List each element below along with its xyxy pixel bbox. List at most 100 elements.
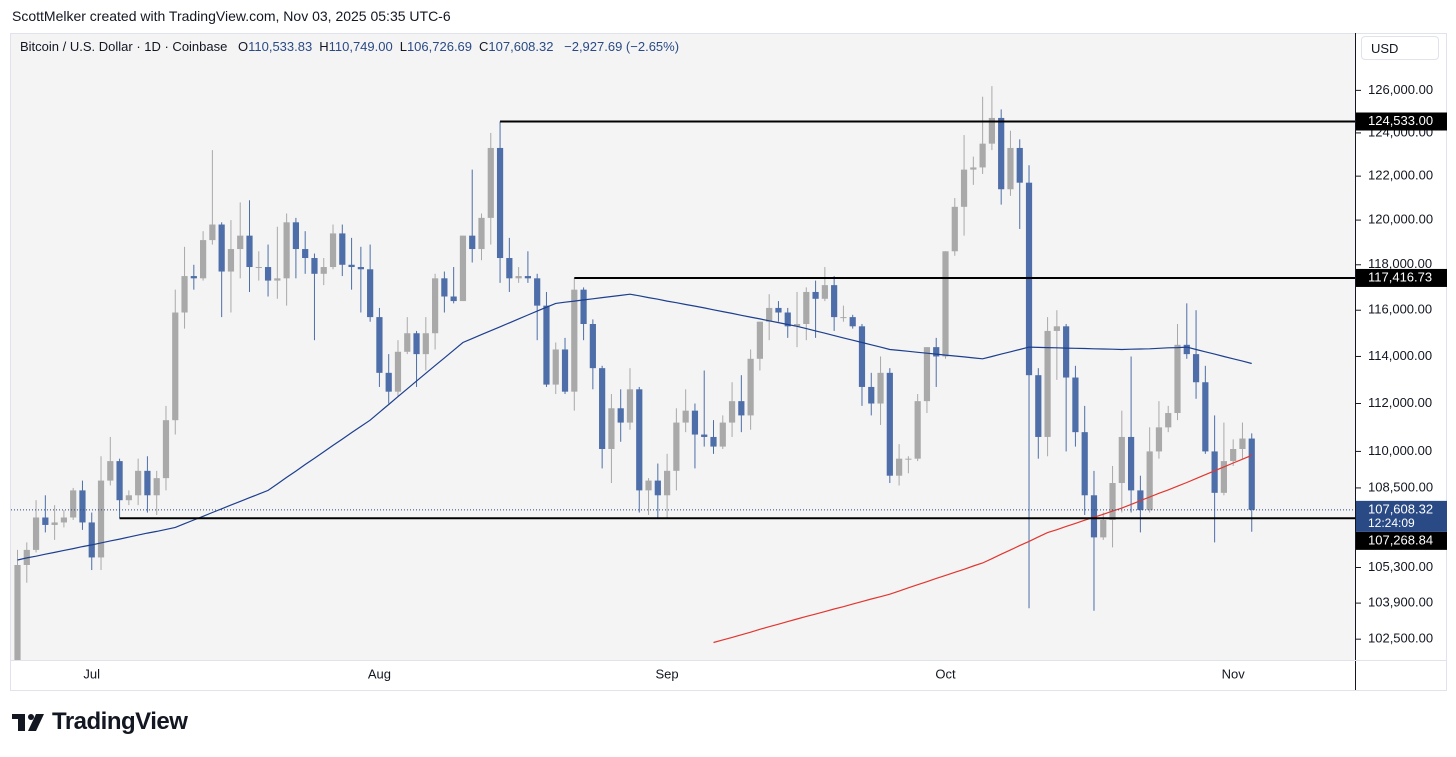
ohlc-key: C bbox=[479, 39, 489, 54]
candle-body bbox=[923, 347, 931, 402]
x-tick-label: Jul bbox=[83, 666, 100, 681]
candle-body bbox=[626, 389, 634, 423]
axes: 126,000.00124,000.00122,000.00120,000.00… bbox=[83, 82, 1447, 681]
plot-area bbox=[11, 34, 1355, 660]
candle-body bbox=[1155, 427, 1163, 452]
candle-body bbox=[766, 307, 773, 322]
candle-body bbox=[1072, 377, 1079, 433]
candle-body bbox=[1090, 495, 1098, 538]
candle-body bbox=[831, 285, 838, 318]
candle-body bbox=[339, 233, 346, 265]
candle-body bbox=[227, 249, 235, 272]
level-price-label: 117,416.73 bbox=[1368, 269, 1432, 284]
candle-body bbox=[292, 222, 299, 250]
candle-body bbox=[32, 517, 40, 550]
candle-body bbox=[413, 333, 420, 355]
candle-body bbox=[1044, 330, 1051, 437]
candle-body bbox=[905, 458, 912, 460]
candle-body bbox=[580, 289, 587, 325]
candle-body bbox=[1239, 438, 1246, 450]
ohlc-key: L bbox=[399, 39, 407, 54]
candle-body bbox=[552, 349, 559, 385]
candle-body bbox=[496, 147, 504, 259]
x-tick-label: Aug bbox=[368, 666, 391, 681]
candle-body bbox=[877, 372, 884, 404]
last-price-label: 107,608.32 bbox=[1368, 501, 1433, 516]
candle-body bbox=[840, 317, 847, 319]
candle-body bbox=[738, 401, 745, 416]
candle-body bbox=[487, 147, 494, 218]
candle-body bbox=[274, 278, 281, 281]
candle-body bbox=[821, 285, 828, 299]
level-price-box bbox=[1356, 268, 1447, 287]
candle-body bbox=[998, 117, 1005, 190]
candle-body bbox=[1118, 436, 1125, 484]
candle-body bbox=[376, 317, 383, 373]
symbol-legend: Bitcoin / U.S. Dollar · 1D · Coinbase O1… bbox=[20, 39, 679, 54]
y-tick-label: 102,500.00 bbox=[1368, 631, 1433, 646]
y-tick-label: 126,000.00 bbox=[1368, 82, 1433, 97]
ohlc-key: H bbox=[319, 39, 329, 54]
candle-body bbox=[432, 278, 439, 334]
candle-body bbox=[1230, 449, 1237, 462]
candle-body bbox=[756, 321, 763, 359]
candle-body bbox=[441, 278, 448, 297]
candle-body bbox=[357, 267, 364, 270]
x-tick-label: Oct bbox=[935, 666, 956, 681]
candle-body bbox=[200, 240, 207, 279]
candle-body bbox=[107, 461, 114, 481]
candle-body bbox=[1109, 483, 1116, 520]
candle-body bbox=[803, 291, 810, 325]
plot bbox=[11, 86, 1355, 660]
y-tick-label: 118,000.00 bbox=[1368, 256, 1432, 271]
candle-body bbox=[135, 470, 142, 496]
candle-body bbox=[747, 358, 754, 416]
candle-body bbox=[422, 333, 429, 355]
candle-body bbox=[255, 267, 262, 269]
candle-body bbox=[691, 410, 699, 435]
ohlc-value: 107,608.32 bbox=[488, 39, 554, 54]
ohlc-key: O bbox=[237, 39, 249, 54]
candle-body bbox=[561, 349, 569, 392]
candle-body bbox=[728, 401, 736, 423]
candle-body bbox=[394, 351, 402, 392]
candle-body bbox=[654, 480, 661, 496]
candle-body bbox=[367, 269, 374, 318]
candle-body bbox=[664, 470, 671, 496]
level-price-label: 124,533.00 bbox=[1368, 113, 1433, 128]
candle-body bbox=[283, 222, 290, 279]
candle-body bbox=[125, 495, 132, 501]
candle-body bbox=[1128, 436, 1135, 491]
y-tick-label: 116,000.00 bbox=[1368, 302, 1432, 317]
candle-body bbox=[970, 167, 977, 170]
candle-body bbox=[302, 249, 309, 259]
candle-body bbox=[886, 372, 893, 476]
level-price-label: 107,268.84 bbox=[1368, 532, 1433, 547]
candle-body bbox=[172, 312, 179, 421]
candle-body bbox=[858, 326, 866, 387]
y-tick-label: 108,500.00 bbox=[1368, 479, 1433, 494]
candle-body bbox=[1211, 451, 1218, 493]
y-tick-label: 114,000.00 bbox=[1368, 348, 1432, 363]
candle-body bbox=[988, 117, 995, 144]
candle-body bbox=[1146, 451, 1153, 511]
ohlc-value: 110,533.83 bbox=[248, 39, 313, 54]
currency-button[interactable]: USD bbox=[1361, 36, 1439, 60]
candle-body bbox=[636, 389, 643, 491]
y-tick-label: 105,300.00 bbox=[1368, 559, 1433, 574]
ohlc-values: O110,533.83 H110,749.00 L106,726.69 C107,60… bbox=[231, 39, 554, 54]
y-tick-label: 112,000.00 bbox=[1368, 395, 1432, 410]
candle-body bbox=[719, 422, 726, 447]
candle-body bbox=[144, 470, 151, 496]
candle-body bbox=[1174, 344, 1181, 414]
candle-body bbox=[116, 461, 123, 501]
candle-body bbox=[153, 478, 160, 496]
candle-body bbox=[543, 305, 550, 385]
brand-logo bbox=[12, 714, 44, 731]
ohlc-value: 110,749.00 bbox=[328, 39, 393, 54]
candle-body bbox=[246, 235, 253, 268]
candle-body bbox=[209, 224, 216, 241]
candle-body bbox=[682, 410, 689, 423]
candle-body bbox=[329, 233, 337, 268]
